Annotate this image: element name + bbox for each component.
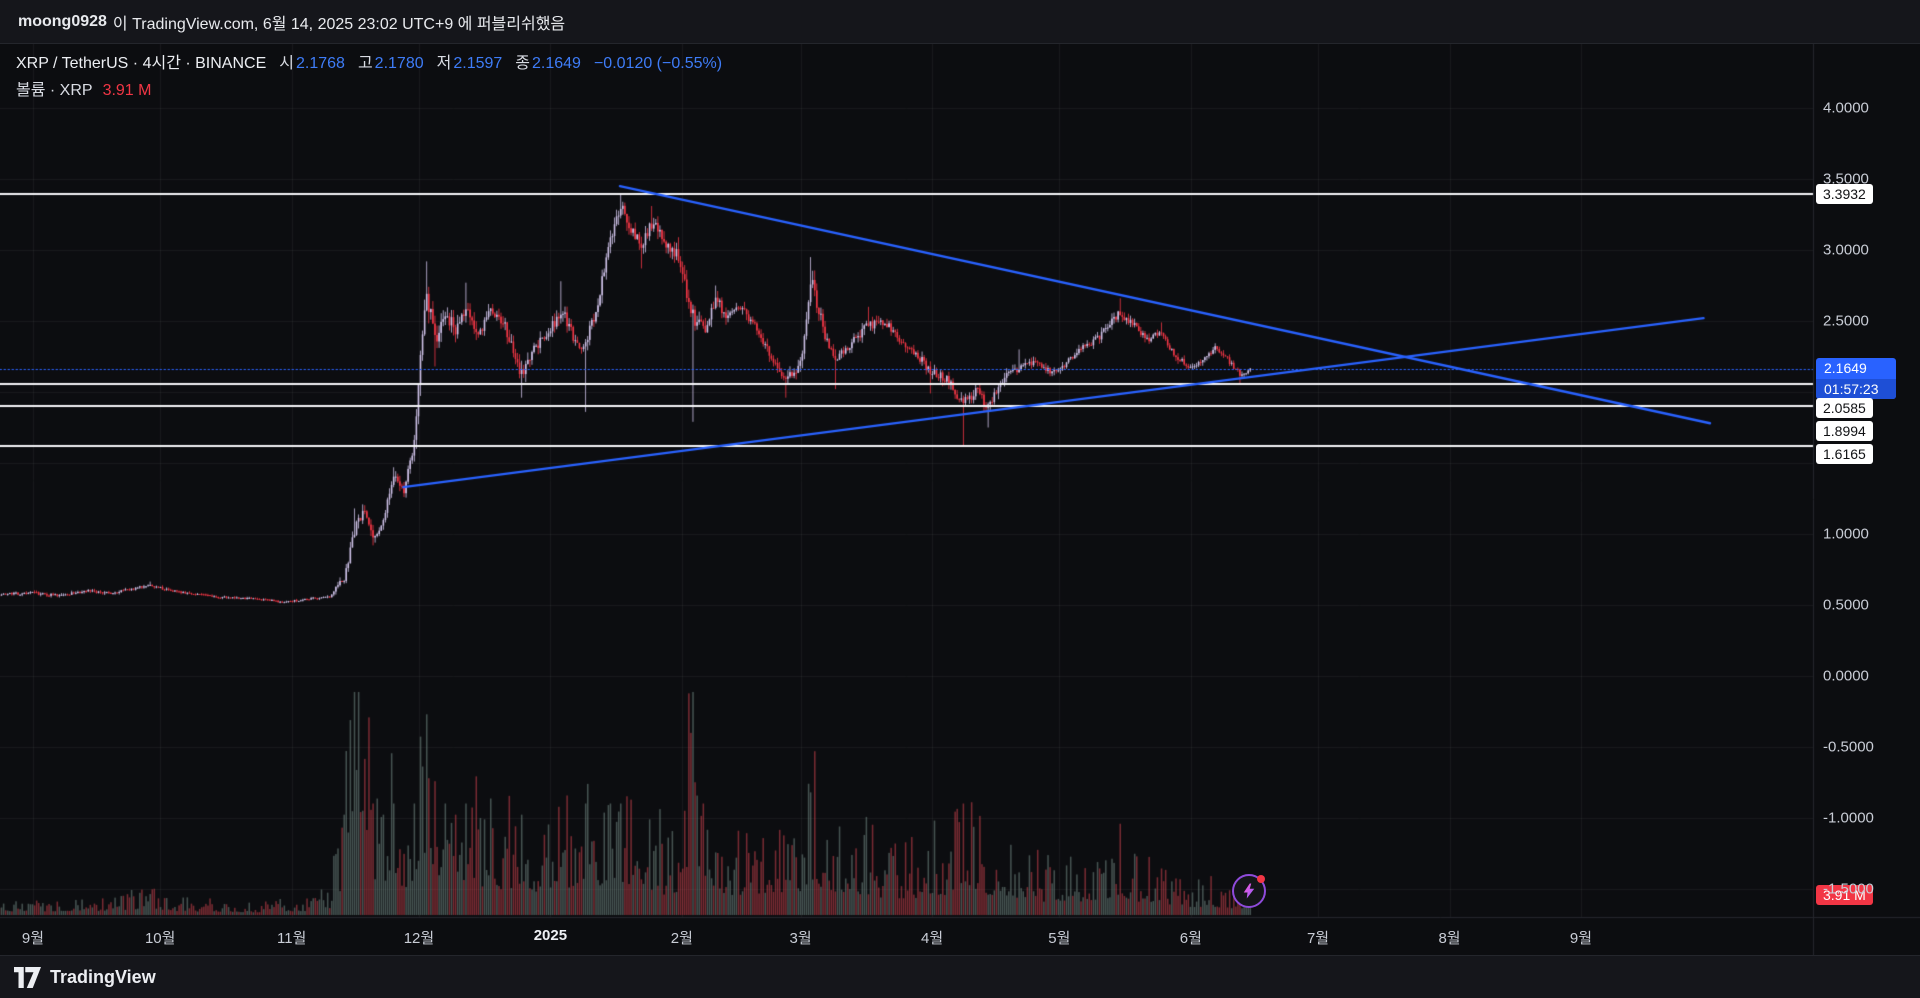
lightning-bolt-icon [1243,883,1255,899]
time-axis-label: 8월 [1438,930,1461,947]
footer-bar: TradingView [0,955,1920,998]
time-axis-label: 4월 [921,930,944,947]
y-axis-tick: 2.5000 [1823,312,1869,330]
time-axis-label: 2월 [670,930,693,947]
ohlc-close: 종 2.1649 [515,55,581,72]
time-axis-label: 5월 [1048,930,1071,947]
y-axis-tick: 3.5000 [1823,170,1869,188]
price-chart-canvas[interactable] [0,44,1920,955]
time-axis-label: 6월 [1179,930,1202,947]
y-axis-tick: 3.0000 [1823,241,1869,259]
y-axis-tick: 1.0000 [1823,525,1869,543]
price-level-label: 3.3932 [1816,184,1873,205]
legend-symbol-row[interactable]: XRP / TetherUS · 4시간 · BINANCE 시 2.1768 고… [16,50,722,77]
time-axis-label: 11월 [277,930,307,947]
ohlc-high: 고 2.1780 [357,55,424,72]
notification-dot-icon [1257,875,1265,883]
brand-name[interactable]: TradingView [50,966,156,987]
price-level-label: 1.6165 [1816,444,1873,465]
publisher-name: moong0928 [18,12,107,30]
time-axis-label: 2025 [533,927,568,944]
y-axis-tick: -0.5000 [1823,738,1874,756]
volume-value: 3.91 M [102,82,152,99]
volume-badge: 3.91 M [1816,885,1873,905]
publish-text: 이 TradingView.com, 6월 14, 2025 23:02 UTC… [112,15,566,33]
time-axis-label: 9월 [1569,930,1593,947]
price-change: −0.0120 (−0.55%) [593,55,723,72]
price-level-label: 1.8994 [1816,421,1873,442]
time-axis[interactable]: 9월 10월 11월 12월 2025 2월 3월 4월 5월 6월 7월 8월 9월 [0,917,1813,955]
current-price-value: 2.1649 [1824,359,1867,376]
time-axis-label: 10월 [144,930,176,947]
legend-volume-row[interactable]: 볼륨 · XRP 3.91 M [16,77,722,104]
current-price-badge: 2.1649 01:57:23 [1816,357,1896,399]
time-axis-label: 12월 [403,930,435,947]
time-axis-label: 7월 [1306,930,1330,947]
time-axis-label: 3월 [789,930,812,947]
symbol-title: XRP / TetherUS · 4시간 · BINANCE [16,55,267,72]
price-axis[interactable]: 2.1649 01:57:23 3.91 M 4.0000 3.5000 3.000… [1813,44,1920,955]
y-axis-tick: 0.5000 [1823,596,1869,614]
flash-marker[interactable] [1232,874,1266,908]
volume-label: 볼륨 · XRP [16,82,93,99]
bar-countdown: 01:57:23 [1816,378,1896,399]
price-level-label: 2.0585 [1816,398,1873,419]
y-axis-tick: -1.5000 [1823,880,1874,898]
y-axis-tick: -1.0000 [1823,809,1874,827]
tradingview-logo[interactable] [14,966,41,988]
chart-pane[interactable]: XRP / TetherUS · 4시간 · BINANCE 시 2.1768 고… [0,44,1920,955]
chart-legend: XRP / TetherUS · 4시간 · BINANCE 시 2.1768 고… [16,50,722,104]
ohlc-low: 저 2.1597 [436,55,503,72]
publish-header: moong0928 이 TradingView.com, 6월 14, 2025… [0,0,1920,44]
y-axis-tick: 0.0000 [1823,667,1869,685]
y-axis-tick: 4.0000 [1823,99,1869,117]
time-axis-label: 9월 [21,930,45,947]
ohlc-open: 시 2.1768 [279,55,345,72]
